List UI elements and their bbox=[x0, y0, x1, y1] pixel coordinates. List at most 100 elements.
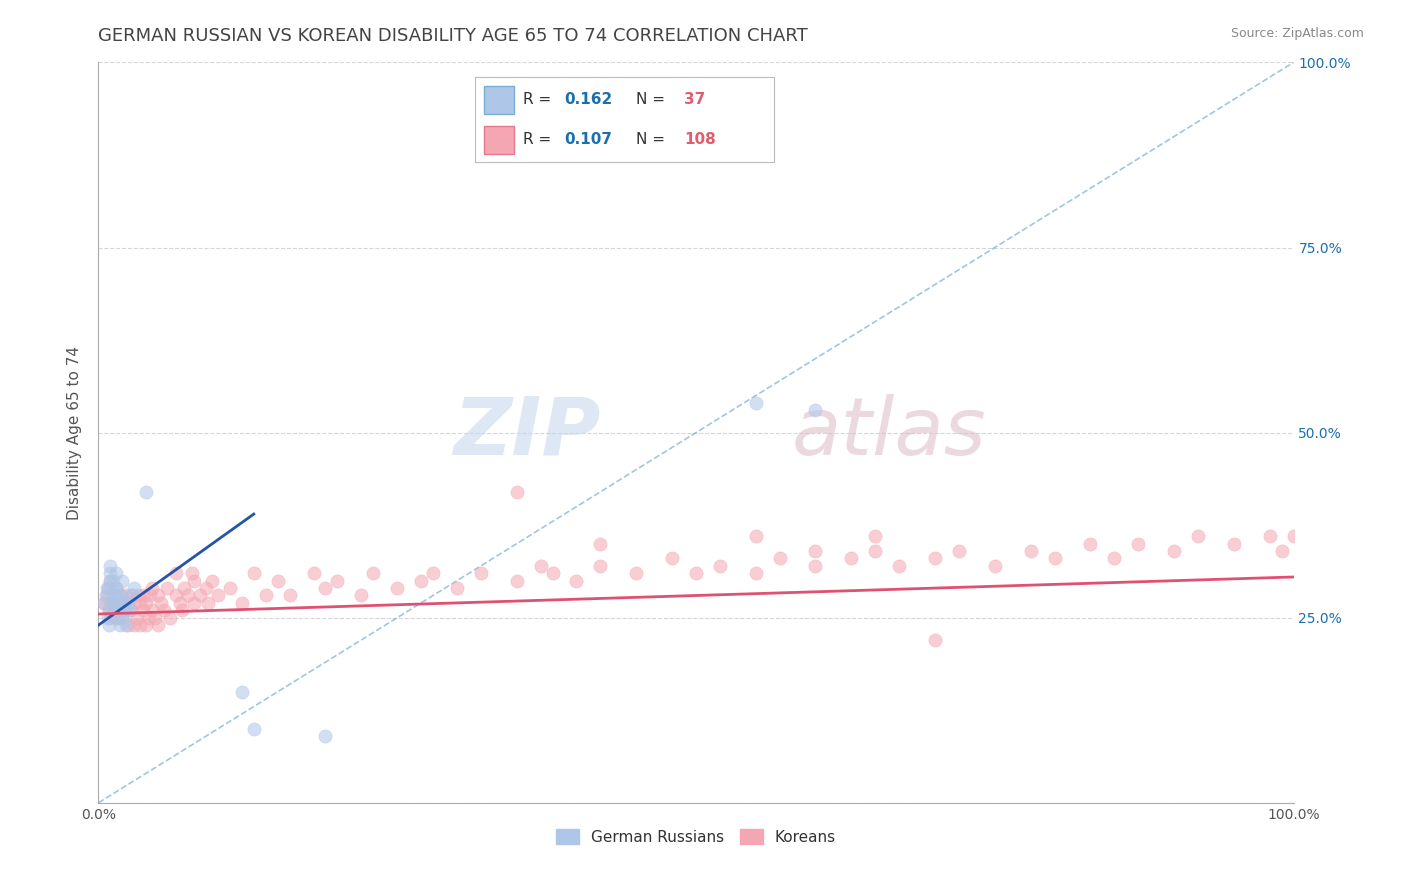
Point bbox=[98, 610, 122, 624]
Point bbox=[139, 589, 162, 603]
Point bbox=[254, 589, 277, 603]
Point bbox=[173, 581, 195, 595]
Point bbox=[105, 610, 128, 624]
Point bbox=[117, 596, 139, 610]
Point bbox=[105, 596, 128, 610]
Point bbox=[143, 610, 166, 624]
Point bbox=[115, 589, 138, 603]
Point bbox=[107, 603, 129, 617]
Point bbox=[446, 581, 468, 595]
Point bbox=[530, 558, 553, 573]
Point bbox=[948, 544, 970, 558]
Point bbox=[107, 589, 129, 603]
Point bbox=[768, 551, 790, 566]
Point bbox=[180, 566, 202, 581]
Y-axis label: Disability Age 65 to 74: Disability Age 65 to 74 bbox=[67, 345, 83, 520]
Point bbox=[169, 596, 191, 610]
Point bbox=[1080, 536, 1102, 550]
Point bbox=[804, 558, 827, 573]
Point bbox=[183, 596, 205, 610]
Text: atlas: atlas bbox=[792, 393, 987, 472]
Point bbox=[363, 566, 385, 581]
Point bbox=[709, 558, 731, 573]
Point bbox=[470, 566, 492, 581]
Point bbox=[506, 484, 529, 499]
Point bbox=[148, 618, 170, 632]
Point bbox=[103, 589, 125, 603]
Point bbox=[141, 581, 163, 595]
Point bbox=[153, 603, 176, 617]
Point bbox=[96, 581, 118, 595]
Point bbox=[110, 589, 132, 603]
Point bbox=[121, 589, 143, 603]
Point bbox=[111, 596, 134, 610]
Point bbox=[98, 558, 122, 573]
Point bbox=[149, 596, 172, 610]
Point bbox=[207, 589, 229, 603]
Text: GERMAN RUSSIAN VS KOREAN DISABILITY AGE 65 TO 74 CORRELATION CHART: GERMAN RUSSIAN VS KOREAN DISABILITY AGE … bbox=[98, 27, 808, 45]
Point bbox=[105, 596, 128, 610]
Point bbox=[302, 566, 325, 581]
Point bbox=[411, 574, 433, 588]
Point bbox=[105, 566, 128, 581]
Point bbox=[105, 581, 128, 595]
Point bbox=[101, 574, 124, 588]
Point bbox=[231, 685, 253, 699]
Point bbox=[98, 574, 122, 588]
Point bbox=[1128, 536, 1150, 550]
Point bbox=[195, 581, 218, 595]
Point bbox=[165, 589, 187, 603]
Point bbox=[984, 558, 1007, 573]
Point bbox=[107, 610, 129, 624]
Point bbox=[132, 589, 155, 603]
Point bbox=[243, 566, 266, 581]
Point bbox=[103, 596, 125, 610]
Point bbox=[129, 618, 152, 632]
Point bbox=[350, 589, 373, 603]
Point bbox=[745, 529, 768, 543]
Point bbox=[148, 589, 170, 603]
Point bbox=[121, 589, 143, 603]
Point bbox=[135, 484, 157, 499]
Point bbox=[159, 610, 181, 624]
Point bbox=[1104, 551, 1126, 566]
Point bbox=[326, 574, 349, 588]
Point bbox=[101, 596, 124, 610]
Point bbox=[685, 566, 707, 581]
Point bbox=[1019, 544, 1042, 558]
Point bbox=[93, 596, 115, 610]
Point bbox=[94, 589, 117, 603]
Point bbox=[117, 596, 139, 610]
Point bbox=[117, 618, 139, 632]
Point bbox=[278, 589, 301, 603]
Point bbox=[98, 574, 122, 588]
Point bbox=[98, 603, 121, 617]
Point bbox=[127, 589, 149, 603]
Point bbox=[108, 589, 131, 603]
Point bbox=[129, 596, 152, 610]
Point bbox=[141, 603, 163, 617]
Point bbox=[124, 581, 146, 595]
Point bbox=[98, 566, 122, 581]
Point bbox=[1187, 529, 1209, 543]
Point bbox=[172, 603, 194, 617]
Point bbox=[107, 596, 129, 610]
Point bbox=[589, 558, 612, 573]
Point bbox=[315, 581, 337, 595]
Point bbox=[97, 610, 120, 624]
Point bbox=[177, 589, 200, 603]
Point bbox=[201, 574, 224, 588]
Point bbox=[105, 581, 128, 595]
Point bbox=[197, 596, 219, 610]
Point bbox=[231, 596, 253, 610]
Point bbox=[97, 581, 120, 595]
Point bbox=[93, 596, 115, 610]
Point bbox=[112, 603, 135, 617]
Point bbox=[506, 574, 529, 588]
Text: Source: ZipAtlas.com: Source: ZipAtlas.com bbox=[1230, 27, 1364, 40]
Point bbox=[131, 603, 153, 617]
Point bbox=[124, 618, 146, 632]
Point bbox=[118, 603, 141, 617]
Text: ZIP: ZIP bbox=[453, 393, 600, 472]
Point bbox=[115, 618, 138, 632]
